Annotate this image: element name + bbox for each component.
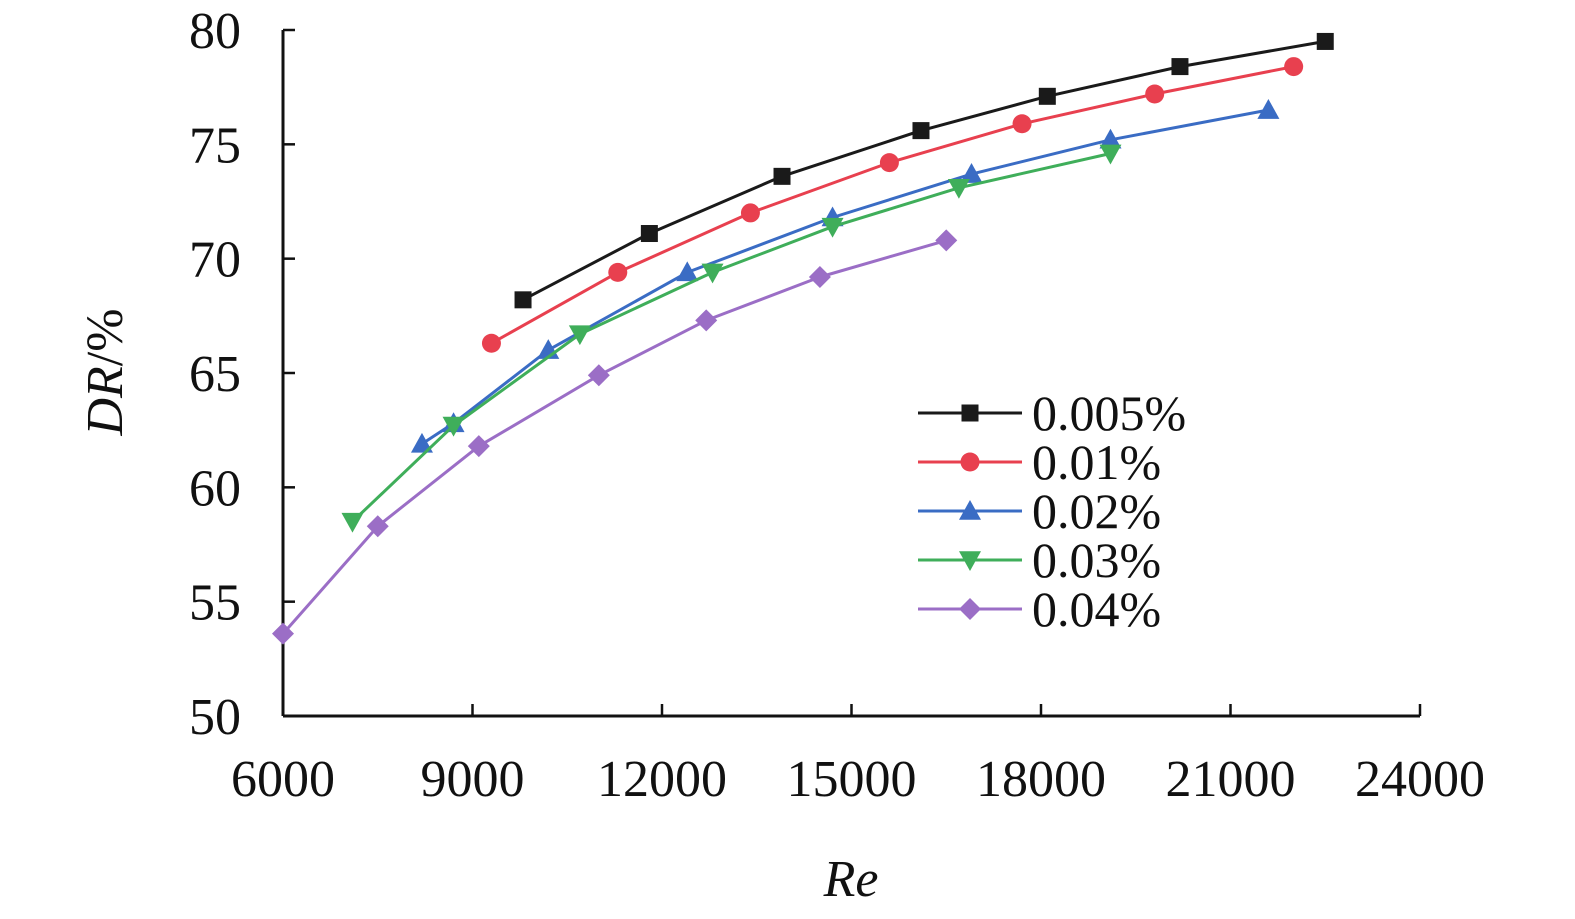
data-point (695, 309, 718, 332)
data-point (640, 225, 658, 243)
series-group (272, 229, 958, 645)
legend-swatch-marker (959, 551, 981, 571)
data-point (960, 163, 983, 183)
data-point (410, 432, 433, 453)
data-point (1316, 32, 1334, 50)
legend-label: 0.005% (1032, 385, 1186, 441)
legend-swatch-marker (960, 452, 980, 472)
legend-item: 0.03% (918, 532, 1161, 588)
data-point (740, 203, 760, 223)
y-tick-label: 65 (189, 346, 241, 403)
data-point (701, 263, 724, 284)
legend-label: 0.01% (1032, 434, 1161, 490)
legend-swatch-marker (959, 598, 981, 620)
y-axis-title: DR/% (77, 308, 134, 436)
y-axis-title-unit: /% (77, 308, 134, 366)
x-tick-label: 15000 (787, 751, 917, 808)
data-point (1012, 114, 1032, 134)
series-layer (272, 32, 1334, 645)
data-point (481, 333, 501, 353)
data-point (1038, 87, 1056, 105)
data-point (1099, 128, 1122, 149)
legend-item: 0.01% (918, 434, 1161, 490)
data-point (1284, 57, 1304, 77)
data-point (1257, 99, 1280, 119)
data-point (587, 364, 610, 387)
x-axis-title: Re (823, 851, 879, 908)
y-tick-label: 70 (189, 232, 241, 289)
legend-label: 0.02% (1032, 483, 1161, 539)
series-group (481, 57, 1304, 353)
x-tick-label: 12000 (597, 751, 727, 808)
y-tick-label: 50 (189, 689, 241, 746)
data-point (879, 153, 899, 173)
data-point (1171, 58, 1189, 76)
legend-item: 0.02% (918, 483, 1161, 539)
series-group (410, 99, 1280, 453)
data-point (676, 261, 699, 282)
series-line (421, 108, 1269, 446)
x-tick-label: 6000 (231, 751, 335, 808)
data-point (272, 622, 294, 645)
series-line (490, 65, 1294, 345)
data-point (912, 122, 930, 140)
data-point (935, 229, 958, 252)
x-tick-label: 24000 (1355, 751, 1485, 808)
series-group (514, 32, 1334, 309)
x-axis: 6000 9000 12000 15000 18000 21000 24000 (231, 704, 1485, 808)
y-axis: 50 55 60 65 70 75 80 (189, 3, 295, 746)
data-point (514, 291, 532, 309)
x-tick-label: 21000 (1166, 751, 1296, 808)
legend: 0.005%0.01%0.02%0.03%0.04% (918, 385, 1186, 637)
x-tick-label: 9000 (421, 751, 525, 808)
legend-item: 0.04% (918, 581, 1161, 637)
legend-label: 0.03% (1032, 532, 1161, 588)
legend-label: 0.04% (1032, 581, 1161, 637)
y-tick-label: 75 (189, 117, 241, 174)
series-line (351, 152, 1111, 523)
data-point (947, 178, 970, 199)
data-point (1145, 84, 1165, 104)
data-point (568, 325, 591, 346)
data-point (366, 515, 389, 538)
data-point (341, 512, 364, 533)
y-axis-title-main: DR (77, 366, 134, 436)
data-point (608, 262, 628, 282)
data-point (808, 265, 831, 288)
data-point (467, 435, 490, 458)
x-tick-label: 18000 (976, 751, 1106, 808)
series-line (281, 238, 947, 635)
legend-item: 0.005% (918, 385, 1186, 441)
y-tick-label: 55 (189, 575, 241, 632)
legend-swatch-marker (959, 500, 981, 520)
series-group (341, 144, 1122, 533)
legend-swatch-marker (961, 404, 979, 422)
y-tick-label: 80 (189, 3, 241, 60)
data-point (773, 167, 791, 185)
data-point (821, 217, 844, 238)
data-point (442, 416, 465, 437)
y-tick-label: 60 (189, 460, 241, 517)
data-point (1099, 144, 1122, 165)
